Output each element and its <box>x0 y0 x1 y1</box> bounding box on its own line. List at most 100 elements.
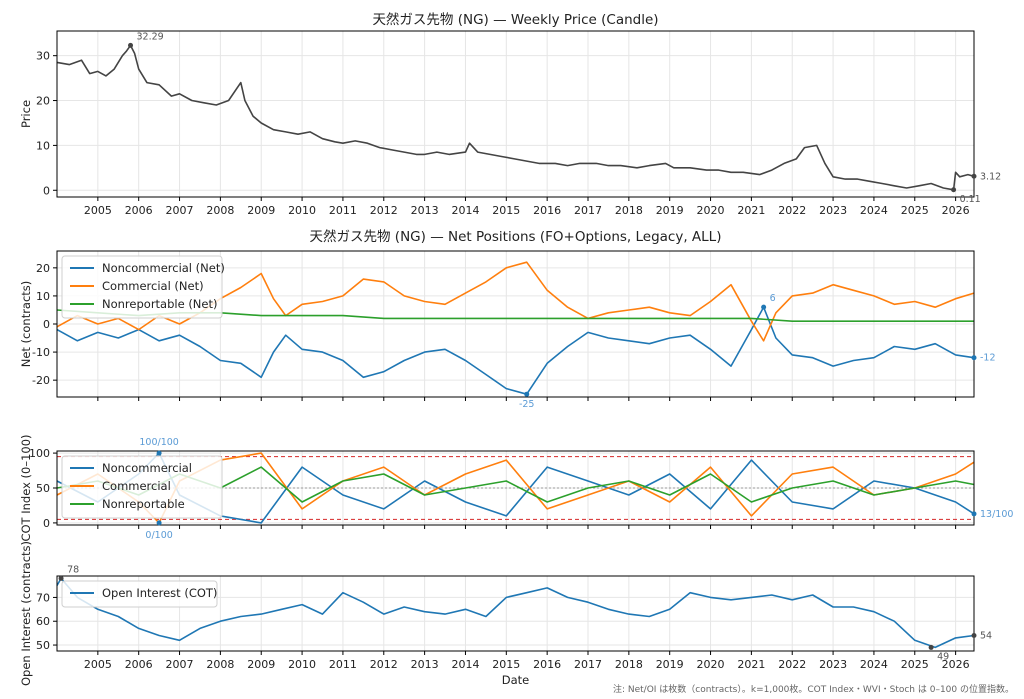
x-tick-label: 2013 <box>411 204 439 217</box>
panel-4: 50 60 70 2005 2006 2007 2008 2009 2010 2011 2012 20… <box>19 541 992 687</box>
annotation-label: 6 <box>770 293 776 304</box>
legend-box <box>61 580 218 608</box>
x-tick-label: 2011 <box>329 204 357 217</box>
annotation-marker <box>971 511 977 517</box>
series-line-price <box>56 44 975 191</box>
y-tick-label: 0 <box>43 184 50 197</box>
annotation-label: 32.29 <box>137 31 164 42</box>
x-tick-label: 2014 <box>451 204 479 217</box>
x-tick-label: 2007 <box>166 658 194 671</box>
x-tick-label: 2017 <box>574 658 602 671</box>
x-tick-label: 2025 <box>901 204 929 217</box>
x-tick-label: 2021 <box>737 658 765 671</box>
y-axis-label: Open Interest (contracts) <box>19 541 33 686</box>
x-tick-label: 2024 <box>860 658 888 671</box>
y-tick-label: 20 <box>36 262 50 275</box>
x-tick-label: 2018 <box>615 658 643 671</box>
x-tick-label: 2006 <box>125 658 153 671</box>
annotation-label: 3.12 <box>980 171 1001 182</box>
annotation-marker <box>761 304 767 310</box>
annotation-label: 0/100 <box>145 530 172 541</box>
y-tick-label: 60 <box>36 615 50 628</box>
legend-label: Nonreportable <box>102 497 185 511</box>
x-tick-label: 2019 <box>656 204 684 217</box>
annotation-marker <box>971 633 977 639</box>
x-tick-label: 2025 <box>901 658 929 671</box>
series-line-open-interest-cot <box>56 577 975 649</box>
legend-label: Noncommercial <box>102 461 192 475</box>
y-tick-label: -10 <box>32 346 50 359</box>
annotation-marker <box>971 173 977 179</box>
annotation-marker <box>928 644 934 650</box>
x-tick-label: 2022 <box>778 204 806 217</box>
legend-label: Noncommercial (Net) <box>102 261 225 275</box>
x-tick-label: 2014 <box>451 658 479 671</box>
x-tick-label: 2011 <box>329 658 357 671</box>
y-tick-label: 50 <box>36 639 50 652</box>
x-tick-label: 2015 <box>492 204 520 217</box>
y-tick-label: 0 <box>43 318 50 331</box>
x-tick-label: 2005 <box>84 658 112 671</box>
x-tick-label: 2017 <box>574 204 602 217</box>
y-axis-label: Price <box>19 100 33 128</box>
legend-box <box>61 455 223 519</box>
x-tick-label: 2008 <box>206 658 234 671</box>
y-tick-label: -20 <box>32 374 50 387</box>
panel-2: -20 -10 0 10 20 天然ガス先物 (NG) — Net Positions (… <box>19 228 996 410</box>
annotation-marker <box>156 520 162 526</box>
annotation-marker <box>524 391 530 397</box>
x-tick-label: 2024 <box>860 204 888 217</box>
x-tick-label: 2023 <box>819 204 847 217</box>
annotation-label: -25 <box>519 399 535 410</box>
x-tick-label: 2005 <box>84 204 112 217</box>
chart-title: 天然ガス先物 (NG) — Weekly Price (Candle) <box>372 11 658 28</box>
annotation-marker <box>971 355 977 361</box>
x-tick-label: 2020 <box>697 658 725 671</box>
x-tick-label: 2008 <box>206 204 234 217</box>
annotation-label: 13/100 <box>980 509 1013 520</box>
legend-box <box>61 255 223 319</box>
x-tick-label: 2009 <box>247 204 275 217</box>
y-tick-label: 70 <box>36 591 50 604</box>
x-tick-label: 2012 <box>370 658 398 671</box>
annotation-label: 100/100 <box>139 437 178 448</box>
chart-title: 天然ガス先物 (NG) — Net Positions (FO+Options,… <box>310 228 722 245</box>
x-tick-label: 2026 <box>942 658 970 671</box>
x-tick-label: 2006 <box>125 204 153 217</box>
annotation-label: 49 <box>937 651 949 662</box>
x-tick-label: 2007 <box>166 204 194 217</box>
legend-label: Commercial <box>102 479 171 493</box>
x-tick-label: 2026 <box>942 204 970 217</box>
annotation-marker <box>156 450 162 456</box>
legend-label: Open Interest (COT) <box>102 586 217 600</box>
annotation-marker <box>58 575 64 581</box>
x-tick-label: 2016 <box>533 204 561 217</box>
x-tick-label: 2016 <box>533 658 561 671</box>
x-tick-label: 2015 <box>492 658 520 671</box>
x-tick-label: 2022 <box>778 658 806 671</box>
x-tick-label: 2023 <box>819 658 847 671</box>
legend-label: Commercial (Net) <box>102 279 204 293</box>
plot-frame <box>56 30 975 198</box>
x-tick-label: 2018 <box>615 204 643 217</box>
annotation-label: 78 <box>67 564 79 575</box>
annotation-label: -12 <box>980 353 996 364</box>
x-tick-label: 2010 <box>288 204 316 217</box>
y-tick-label: 10 <box>36 139 50 152</box>
x-tick-label: 2013 <box>411 658 439 671</box>
y-tick-label: 30 <box>36 50 50 63</box>
annotation-label: 0.11 <box>960 194 981 205</box>
annotation-label: 54 <box>980 631 992 642</box>
y-axis-label: Net (contracts) <box>19 281 33 368</box>
y-tick-label: 20 <box>36 95 50 108</box>
x-tick-label: 2012 <box>370 204 398 217</box>
x-tick-label: 2009 <box>247 658 275 671</box>
y-tick-label: 0 <box>43 517 50 530</box>
x-tick-label: 2019 <box>656 658 684 671</box>
y-tick-label: 100 <box>29 447 50 460</box>
y-tick-label: 50 <box>36 482 50 495</box>
x-tick-label: 2020 <box>697 204 725 217</box>
annotation-marker <box>128 42 134 48</box>
footnote: 注: Net/OI は枚数（contracts）。k=1,000枚。COT In… <box>613 683 1014 695</box>
